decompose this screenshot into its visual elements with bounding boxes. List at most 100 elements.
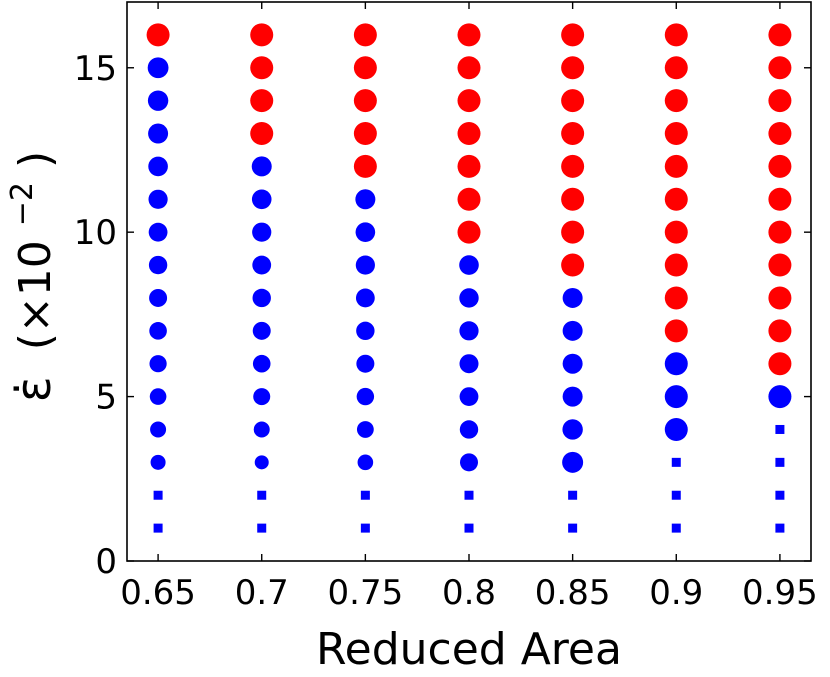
data-point-red bbox=[768, 122, 792, 146]
data-point-blue bbox=[459, 387, 479, 406]
data-point-square bbox=[671, 457, 681, 467]
data-point-square bbox=[775, 424, 785, 434]
data-point-square bbox=[671, 523, 681, 533]
data-point-red bbox=[457, 23, 481, 47]
data-point-blue bbox=[150, 454, 166, 470]
data-point-red bbox=[664, 56, 688, 80]
data-point-blue bbox=[355, 288, 375, 308]
data-point-red bbox=[353, 154, 377, 178]
data-point-red bbox=[353, 89, 377, 113]
y-tick-label: 0 bbox=[95, 542, 117, 582]
y-axis-scale-prefix: (×10 bbox=[10, 240, 61, 350]
data-point-red bbox=[353, 122, 377, 146]
data-point-blue bbox=[562, 320, 583, 341]
data-point-blue bbox=[251, 156, 272, 177]
data-point-blue bbox=[355, 189, 376, 210]
data-point-red bbox=[250, 89, 274, 113]
data-point-red bbox=[561, 89, 585, 113]
data-point-red bbox=[768, 89, 792, 113]
y-axis-symbol: ε̇ bbox=[6, 376, 62, 402]
data-point-blue bbox=[459, 354, 479, 374]
data-point-red bbox=[561, 154, 585, 178]
data-point-square bbox=[775, 457, 785, 467]
data-point-blue bbox=[148, 123, 169, 144]
data-point-blue bbox=[148, 189, 168, 209]
data-point-blue bbox=[150, 421, 167, 438]
data-point-blue bbox=[664, 385, 688, 409]
data-point-blue bbox=[147, 90, 169, 111]
data-point-blue bbox=[149, 288, 168, 307]
data-point-blue bbox=[459, 255, 479, 275]
x-tick-label: 0.65 bbox=[120, 573, 196, 613]
data-point-blue bbox=[357, 454, 374, 471]
data-point-red bbox=[561, 253, 585, 277]
data-point-blue bbox=[252, 321, 271, 340]
data-point-square bbox=[775, 490, 785, 500]
x-tick-label: 0.95 bbox=[742, 573, 818, 613]
data-point-blue bbox=[252, 222, 272, 242]
data-point-blue bbox=[252, 288, 271, 308]
data-point-red bbox=[768, 23, 792, 47]
data-point-square bbox=[464, 490, 474, 500]
data-point-red bbox=[768, 154, 792, 178]
data-point-square bbox=[153, 523, 163, 533]
data-point-red bbox=[664, 23, 688, 47]
data-point-red bbox=[561, 56, 585, 80]
data-point-red bbox=[561, 220, 585, 244]
y-tick-label: 5 bbox=[95, 378, 117, 418]
data-point-square bbox=[153, 490, 163, 500]
data-point-red bbox=[250, 56, 274, 80]
data-point-blue bbox=[251, 189, 272, 210]
data-point-blue bbox=[459, 420, 479, 439]
data-point-blue bbox=[252, 255, 272, 275]
x-tick-label: 0.85 bbox=[535, 573, 611, 613]
plot-frame bbox=[126, 1, 812, 562]
data-point-blue bbox=[253, 421, 270, 438]
x-tick-label: 0.7 bbox=[235, 573, 289, 613]
x-axis-title: Reduced Area bbox=[316, 624, 622, 675]
y-axis-ticks: 0 5 10 15 bbox=[74, 49, 811, 582]
data-point-blue bbox=[562, 386, 583, 407]
y-axis-scale-exponent: −2 bbox=[5, 182, 40, 226]
x-axis-ticks: 0.65 0.7 0.75 0.8 0.85 0.9 0.95 bbox=[120, 2, 818, 613]
data-point-blue bbox=[149, 355, 167, 373]
data-point-square bbox=[360, 523, 370, 533]
data-point-blue bbox=[355, 255, 375, 275]
data-point-blue bbox=[562, 287, 583, 308]
data-point-blue bbox=[664, 417, 688, 441]
data-point-blue bbox=[252, 354, 271, 373]
data-point-red bbox=[768, 286, 792, 310]
data-point-red bbox=[768, 56, 792, 80]
data-point-red bbox=[457, 56, 481, 80]
data-point-red bbox=[664, 187, 688, 211]
data-point-red bbox=[768, 253, 792, 277]
data-point-blue bbox=[355, 222, 376, 242]
x-tick-label: 0.8 bbox=[442, 573, 496, 613]
data-point-red bbox=[664, 122, 688, 146]
data-point-red bbox=[353, 23, 377, 47]
data-point-red bbox=[457, 89, 481, 113]
data-point-square bbox=[671, 490, 681, 500]
data-point-blue bbox=[148, 222, 168, 242]
data-point-blue bbox=[459, 321, 479, 341]
data-point-square bbox=[257, 523, 267, 533]
y-tick-label: 10 bbox=[74, 213, 117, 253]
data-point-square bbox=[775, 523, 785, 533]
y-axis-scale-suffix: ) bbox=[10, 151, 61, 168]
data-point-blue bbox=[148, 156, 168, 177]
data-point-blue bbox=[562, 451, 584, 473]
data-point-red bbox=[561, 23, 585, 47]
data-point-red bbox=[457, 220, 481, 244]
y-tick-label: 15 bbox=[74, 49, 117, 89]
data-point-blue bbox=[254, 455, 269, 470]
data-point-blue bbox=[768, 385, 792, 409]
data-point-blue bbox=[149, 388, 167, 405]
data-point-square bbox=[257, 490, 267, 500]
data-point-square bbox=[568, 490, 578, 500]
data-point-blue bbox=[149, 322, 167, 340]
data-point-red bbox=[664, 253, 688, 277]
data-point-red bbox=[457, 154, 481, 178]
data-point-square bbox=[464, 523, 474, 533]
x-tick-label: 0.9 bbox=[649, 573, 703, 613]
